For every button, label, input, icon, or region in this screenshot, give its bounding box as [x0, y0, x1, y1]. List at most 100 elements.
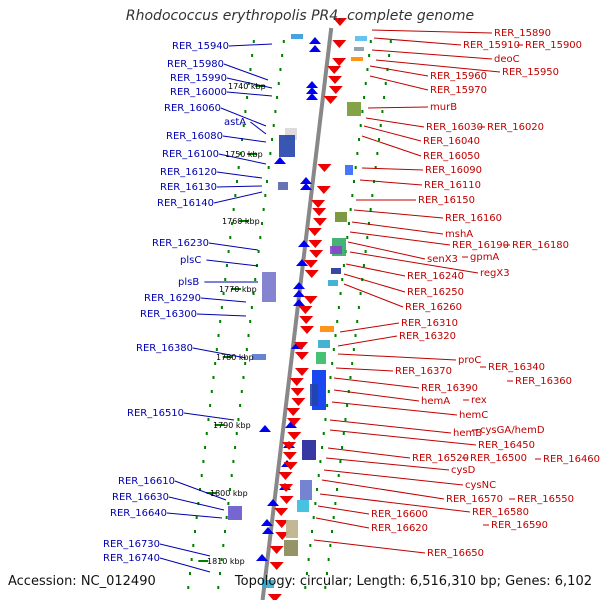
tick-mark	[246, 96, 249, 99]
tick-mark	[224, 278, 227, 281]
tick-mark	[212, 376, 215, 379]
tick-mark	[200, 474, 203, 477]
left-gene-label: plsC	[180, 255, 201, 266]
tick-mark	[331, 362, 334, 365]
tick-mark	[321, 446, 324, 449]
forward-gene-arrow	[299, 316, 314, 324]
right-gene-label: RER_16020	[487, 122, 544, 133]
scale-label: 1810 kbp	[207, 557, 245, 566]
feature-block	[331, 268, 341, 274]
right-gene-label: senX3	[427, 254, 458, 265]
left-gene-label: astA	[224, 117, 246, 128]
feature-block	[297, 500, 309, 512]
tick-mark	[374, 166, 377, 169]
tick-mark	[192, 544, 195, 547]
left-callout	[183, 412, 235, 421]
tick-mark	[271, 138, 274, 141]
tick-mark	[249, 320, 252, 323]
right-callout	[349, 231, 451, 246]
left-gene-label: RER_16380	[136, 343, 193, 354]
tick-mark	[312, 516, 315, 519]
left-gene-label: RER_16100	[162, 149, 219, 160]
tick-mark	[376, 152, 379, 155]
tick-mark	[324, 586, 327, 589]
left-callout	[226, 91, 273, 97]
reverse-gene-arrow	[261, 519, 273, 526]
left-gene-label: RER_16140	[157, 198, 214, 209]
tick-mark	[251, 54, 254, 57]
tick-mark	[334, 502, 337, 505]
tick-mark	[344, 418, 347, 421]
tick-mark	[225, 264, 228, 267]
forward-gene-arrow	[291, 398, 306, 406]
tick-mark	[361, 110, 364, 113]
right-callout	[371, 29, 493, 34]
tick-mark	[364, 82, 367, 85]
feature-block	[279, 135, 295, 157]
forward-gene-arrow	[294, 352, 309, 360]
tick-mark	[363, 96, 366, 99]
tick-mark	[209, 404, 212, 407]
left-gene-label: RER_16730	[103, 539, 160, 550]
feature-block	[291, 34, 303, 39]
genome-backbone	[260, 27, 334, 600]
right-gene-label: cysD	[451, 465, 476, 476]
label-layer: 1740 kbp 1750 kbp 1760 kbp 1770 kbp 1780 kbp…	[103, 28, 600, 566]
forward-gene-arrow	[269, 562, 284, 570]
right-callout	[321, 479, 445, 500]
right-gene-label: RER_16580	[472, 507, 529, 518]
tick-mark	[240, 390, 243, 393]
feature-block	[354, 47, 364, 51]
left-callout	[208, 242, 259, 251]
tick-mark	[337, 306, 340, 309]
tick-mark	[188, 572, 191, 575]
tick-mark	[272, 124, 275, 127]
tick-mark	[239, 404, 242, 407]
tick-mark	[368, 54, 371, 57]
tick-mark	[354, 334, 357, 337]
forward-gene-arrow	[311, 200, 326, 208]
forward-gene-arrow	[332, 18, 347, 26]
right-gene-label: RER_16040	[423, 136, 480, 147]
accession-text: Accession: NC_012490	[8, 574, 156, 589]
left-callout	[216, 185, 263, 188]
forward-gene-arrow	[286, 408, 301, 416]
forward-gene-arrow	[307, 228, 322, 236]
left-callout	[250, 121, 267, 135]
right-gene-label: gpmA	[470, 252, 499, 263]
left-callout	[213, 191, 263, 204]
right-gene-label: hemC	[459, 410, 488, 421]
tick-mark	[358, 138, 361, 141]
forward-gene-arrow	[294, 342, 309, 350]
tick-mark	[342, 264, 345, 267]
tick-mark	[332, 348, 335, 351]
right-gene-label: hemA	[421, 396, 450, 407]
left-gene-label: RER_16130	[160, 182, 217, 193]
right-gene-label: murB	[430, 102, 457, 113]
right-gene-label: RER_15910	[463, 40, 520, 51]
right-gene-label: RER_16240	[407, 271, 464, 282]
left-callout	[168, 496, 225, 511]
tick-mark	[347, 222, 350, 225]
right-callout	[361, 135, 422, 157]
tick-mark	[342, 432, 345, 435]
forward-gene-arrow	[283, 462, 298, 470]
right-callout	[329, 429, 477, 446]
tick-mark	[351, 194, 354, 197]
left-callout	[174, 480, 227, 501]
right-gene-label: RER_16370	[395, 366, 452, 377]
forward-gene-arrow	[278, 472, 293, 480]
tick-mark	[281, 54, 284, 57]
right-callout	[353, 209, 444, 219]
left-gene-label: RER_16740	[103, 553, 160, 564]
left-callout	[218, 153, 267, 165]
tick-mark	[277, 82, 280, 85]
tick-mark	[222, 544, 225, 547]
left-gene-label: RER_16640	[110, 508, 167, 519]
tick-mark	[241, 138, 244, 141]
right-callout	[343, 283, 404, 308]
right-callout	[335, 367, 394, 372]
tick-mark	[341, 278, 344, 281]
tick-mark	[322, 432, 325, 435]
left-gene-label: RER_16290	[144, 293, 201, 304]
